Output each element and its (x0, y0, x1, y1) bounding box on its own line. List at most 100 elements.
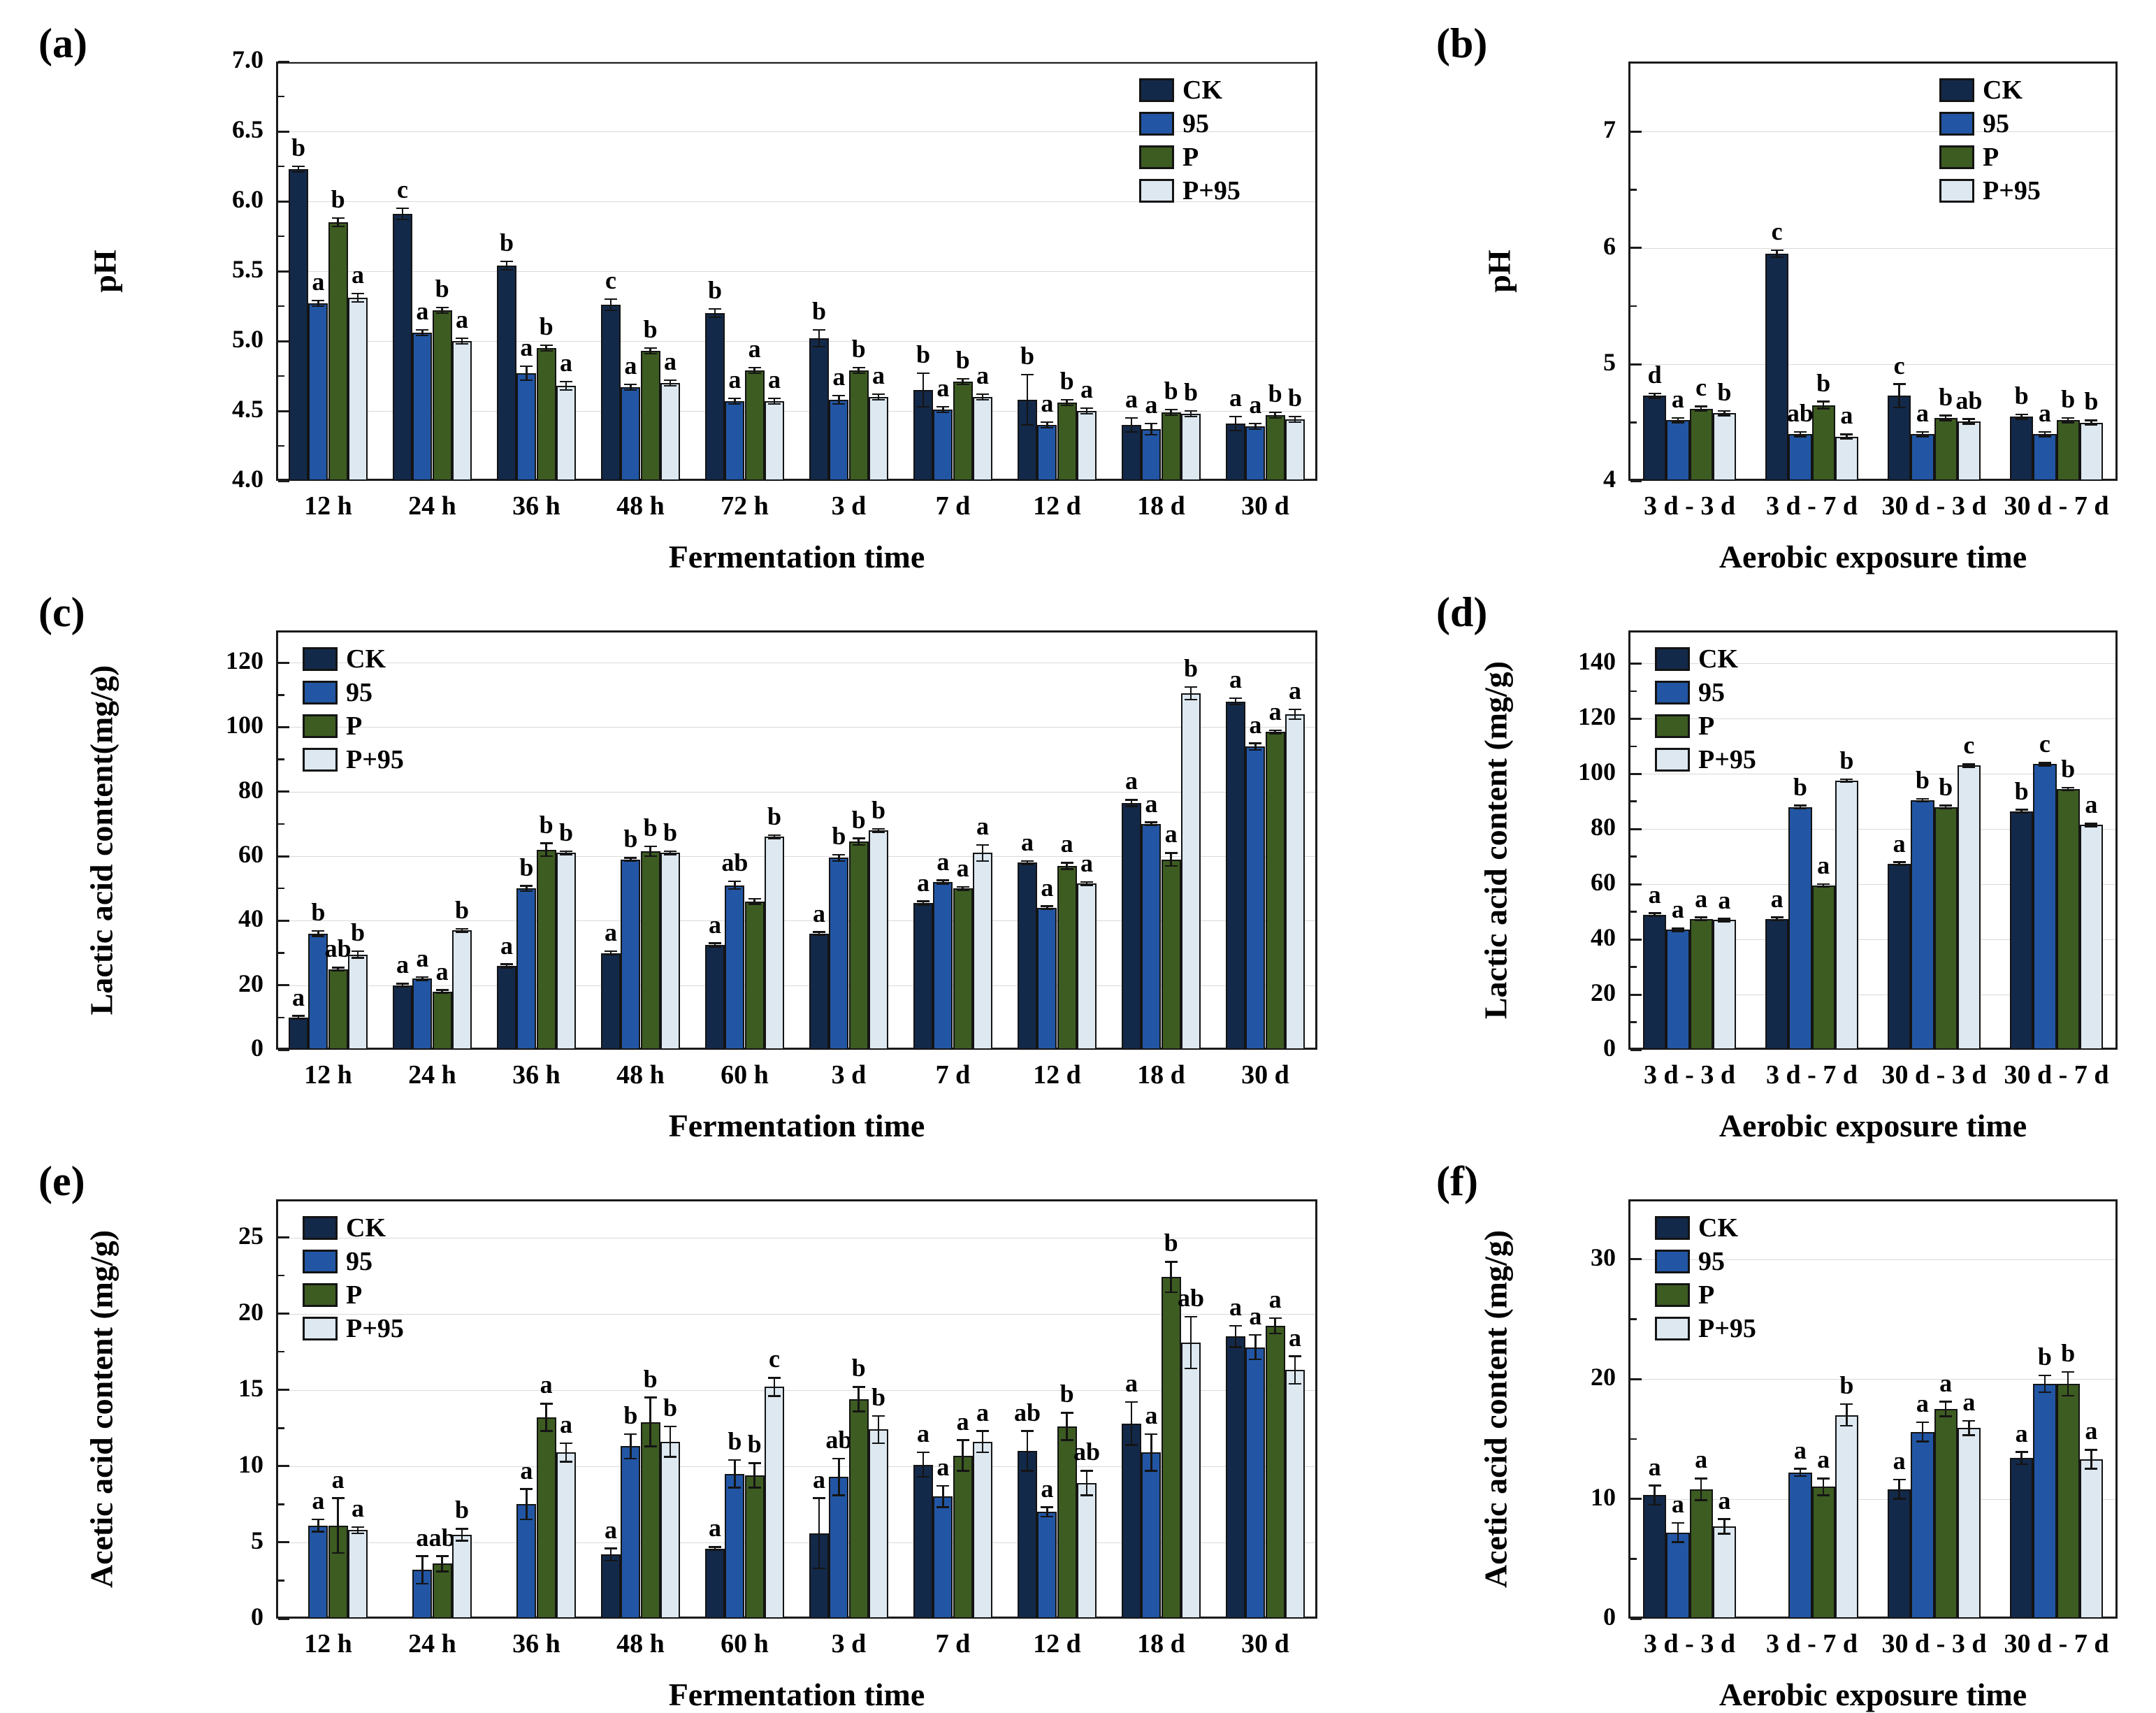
error-bar-cap (624, 1457, 637, 1460)
error-bar-cap (331, 967, 345, 969)
error-bar (877, 394, 880, 400)
bar (516, 888, 537, 1050)
bar (1285, 419, 1305, 481)
significance-letter: b (623, 825, 638, 853)
error-bar (1274, 1318, 1276, 1333)
error-bar-cap (1164, 865, 1178, 867)
legend: CK 95 P P+95 (1939, 77, 2041, 211)
error-bar-cap (435, 306, 449, 309)
error-bar (714, 943, 716, 947)
error-bar-cap (1145, 1433, 1158, 1436)
legend-item: P+95 (1139, 178, 1240, 204)
error-bar-cap (1288, 421, 1301, 424)
error-bar-cap (917, 1451, 930, 1454)
significance-letter: a (520, 333, 533, 361)
error-bar-cap (852, 1410, 865, 1412)
bar (868, 830, 889, 1050)
y-major-tick (278, 984, 289, 987)
error-bar (1776, 250, 1778, 257)
significance-letter: b (916, 340, 931, 368)
error-bar-cap (1288, 415, 1301, 418)
legend-label: P (1983, 143, 1999, 172)
error-bar-cap (728, 397, 741, 400)
significance-letter: a (1793, 1436, 1807, 1464)
x-category-label: 7 d (935, 491, 971, 521)
error-bar-cap (2015, 413, 2028, 416)
significance-letter: a (2015, 1419, 2028, 1447)
bar (1141, 429, 1162, 481)
legend-label: 95 (1983, 109, 2009, 138)
significance-letter: a (396, 951, 410, 979)
x-category-label: 72 h (721, 491, 769, 521)
y-tick-label: 100 (1578, 758, 1616, 786)
error-bar-cap (1080, 884, 1093, 886)
y-minor-tick (1630, 855, 1637, 858)
legend: CK 95 P P+95 (1139, 77, 1240, 211)
error-bar (421, 977, 424, 981)
error-bar-cap (1939, 1401, 1953, 1403)
bar (1037, 907, 1057, 1050)
error-bar-cap (605, 950, 618, 953)
bar (1057, 1426, 1077, 1619)
significance-letter: b (871, 1382, 885, 1411)
x-category-label: 30 d (1241, 491, 1289, 521)
bar (1888, 1489, 1911, 1619)
error-bar (1944, 1401, 1947, 1417)
significance-letter: b (2084, 387, 2099, 416)
error-bar-cap (748, 372, 761, 375)
significance-letter: a (936, 1453, 950, 1482)
y-tick-label: 7 (1603, 115, 1616, 143)
error-bar (1234, 1326, 1237, 1347)
y-major-tick (278, 855, 289, 858)
bar (1057, 865, 1077, 1050)
error-bar-cap (767, 834, 781, 837)
bar (913, 903, 934, 1050)
significance-letter: b (1268, 380, 1282, 407)
y-minor-tick (1630, 189, 1637, 191)
y-major-tick (1630, 827, 1642, 830)
significance-letter: b (1183, 653, 1198, 682)
error-bar-cap (1041, 426, 1054, 429)
significance-letter: a (1080, 849, 1093, 877)
y-axis-label: pH (87, 250, 123, 293)
x-category-label: 18 d (1137, 1629, 1185, 1658)
bar (1225, 424, 1246, 481)
bar (1265, 415, 1285, 481)
bar (1285, 714, 1305, 1050)
error-bar-cap (624, 383, 637, 386)
error-bar-cap (416, 1555, 429, 1557)
legend-item: CK (1939, 77, 2041, 103)
error-bar-cap (1840, 1403, 1853, 1405)
error-bar-cap (2015, 1463, 2028, 1466)
bar (347, 954, 368, 1050)
error-bar-cap (2015, 1451, 2028, 1453)
error-bar-cap (728, 403, 741, 405)
bar (829, 858, 849, 1050)
y-tick-label: 5 (1603, 348, 1616, 377)
x-axis-label: Aerobic exposure time (1719, 1677, 2027, 1712)
bar (1057, 403, 1077, 481)
error-bar-cap (1793, 1475, 1807, 1477)
error-bar (858, 368, 860, 373)
significance-letter: a (2038, 399, 2051, 427)
error-bar (734, 881, 736, 890)
bar (288, 1017, 309, 1050)
significance-letter: a (1041, 1474, 1054, 1503)
significance-letter: a (520, 1456, 533, 1484)
legend-item: P+95 (1939, 178, 2041, 204)
error-bar-cap (976, 844, 989, 846)
significance-letter: c (397, 175, 409, 203)
y-minor-tick (278, 694, 284, 696)
significance-letter: c (1893, 351, 1905, 380)
error-bar-cap (1718, 414, 1731, 417)
bar (328, 222, 348, 481)
y-tick-label: 60 (238, 840, 263, 869)
significance-letter: a (1021, 828, 1034, 856)
bar (848, 1398, 869, 1619)
error-bar (630, 1434, 632, 1459)
error-bar-cap (312, 299, 325, 302)
y-gridline (278, 856, 1315, 858)
error-bar (1968, 419, 1970, 424)
error-bar (858, 838, 860, 845)
